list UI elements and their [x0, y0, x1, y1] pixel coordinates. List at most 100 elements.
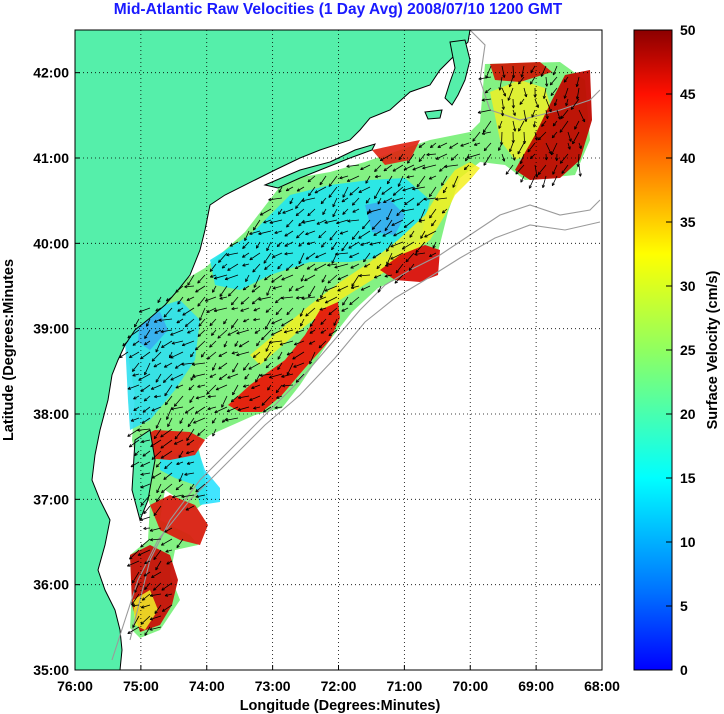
velocity-arrow [258, 296, 272, 301]
velocity-arrow [382, 230, 393, 237]
velocity-arrow [428, 186, 437, 198]
velocity-arrow [384, 274, 393, 278]
velocity-arrow [341, 307, 349, 312]
velocity-arrow [296, 230, 305, 239]
velocity-arrow [133, 406, 140, 412]
velocity-arrow [243, 362, 250, 371]
velocity-arrow [164, 527, 173, 533]
velocity-arrow [209, 318, 217, 327]
velocity-arrow [429, 208, 437, 219]
velocity-arrow [226, 406, 239, 413]
velocity-arrow [161, 340, 173, 349]
velocity-arrow [575, 76, 580, 88]
velocity-arrow [261, 329, 272, 341]
velocity-arrow [373, 274, 382, 279]
velocity-arrow [184, 406, 195, 414]
velocity-arrow [195, 406, 206, 414]
velocity-arrow [155, 373, 162, 383]
velocity-arrow [308, 285, 316, 298]
velocity-arrow [483, 153, 492, 166]
velocity-arrow [364, 263, 371, 268]
velocity-arrow [230, 395, 239, 403]
velocity-arrow [349, 186, 360, 196]
velocity-arrow [119, 351, 129, 359]
velocity-arrow [275, 296, 283, 304]
velocity-arrow [531, 109, 536, 118]
velocity-arrow [379, 153, 393, 162]
velocity-arrow [351, 230, 360, 240]
velocity-arrow [187, 274, 195, 286]
velocity-arrow [218, 362, 228, 370]
velocity-arrow [153, 549, 162, 561]
velocity-arrow [242, 252, 250, 258]
velocity-arrow [501, 65, 506, 78]
velocity-arrow [527, 142, 536, 153]
velocity-arrow [505, 164, 514, 175]
velocity-arrow [472, 131, 481, 142]
velocity-arrow [231, 351, 239, 355]
colorbar-ticks: 0 5 10 15 20 25 30 35 40 45 50 [666, 22, 696, 678]
velocity-arrow [293, 340, 305, 346]
velocity-arrow [315, 252, 327, 259]
velocity-arrow [217, 329, 228, 339]
velocity-arrow [243, 318, 250, 323]
velocity-arrow [131, 593, 140, 606]
velocity-arrow [160, 329, 173, 334]
velocity-arrow [498, 142, 503, 151]
velocity-arrow [163, 362, 173, 368]
x-tick-label: 73:00 [255, 678, 291, 694]
velocity-arrow [150, 439, 162, 448]
velocity-arrow [232, 384, 239, 396]
velocity-arrow [164, 593, 173, 597]
velocity-arrow [186, 296, 195, 301]
velocity-arrow [533, 87, 537, 98]
velocity-arrow [264, 274, 272, 281]
velocity-arrow [371, 219, 382, 230]
velocity-arrow [275, 307, 283, 316]
velocity-arrow [545, 76, 549, 87]
velocity-arrow [385, 263, 393, 267]
velocity-arrow [418, 142, 426, 148]
velocity-arrow [309, 329, 316, 334]
velocity-arrow [392, 186, 404, 196]
velocity-arrow [178, 472, 184, 483]
velocity-arrow [137, 428, 151, 432]
velocity-arrow [276, 395, 283, 399]
bathymetry-slope [111, 221, 601, 661]
velocity-arrow [223, 318, 228, 325]
velocity-arrow [227, 263, 239, 271]
velocity-arrow [342, 296, 349, 306]
velocity-arrow [242, 384, 250, 388]
velocity-arrow [351, 197, 360, 206]
velocity-arrow [151, 351, 162, 362]
velocity-arrow [178, 450, 184, 459]
velocity-arrow [314, 263, 327, 271]
velocity-arrow [431, 219, 437, 227]
velocity-arrow [346, 175, 360, 182]
velocity-arrow [463, 164, 470, 171]
velocity-arrow [285, 263, 294, 271]
velocity-arrow [140, 483, 151, 489]
velocity-arrow [529, 76, 536, 85]
velocity-arrow [377, 197, 382, 205]
velocity-arrow [213, 274, 228, 280]
velocity-arrow [365, 175, 371, 184]
velocity-arrow [328, 307, 338, 316]
velocity-arrow [240, 296, 250, 305]
velocity-arrow [253, 406, 261, 410]
velocity-arrow [182, 307, 195, 316]
velocity-arrow [144, 560, 151, 565]
velocity-arrow [286, 307, 294, 316]
colorbar-tick-label: 35 [680, 214, 696, 230]
velocity-arrow [158, 318, 173, 322]
velocity-arrow [449, 142, 459, 149]
velocity-arrow [140, 472, 151, 476]
velocity-arrow [319, 175, 327, 186]
velocity-arrow [302, 219, 316, 224]
velocity-arrow [481, 98, 492, 102]
velocity-arrow [132, 340, 140, 346]
velocity-arrow [383, 164, 393, 172]
velocity-arrow [339, 230, 349, 235]
velocity-arrow [132, 373, 140, 377]
velocity-arrow [221, 417, 228, 423]
